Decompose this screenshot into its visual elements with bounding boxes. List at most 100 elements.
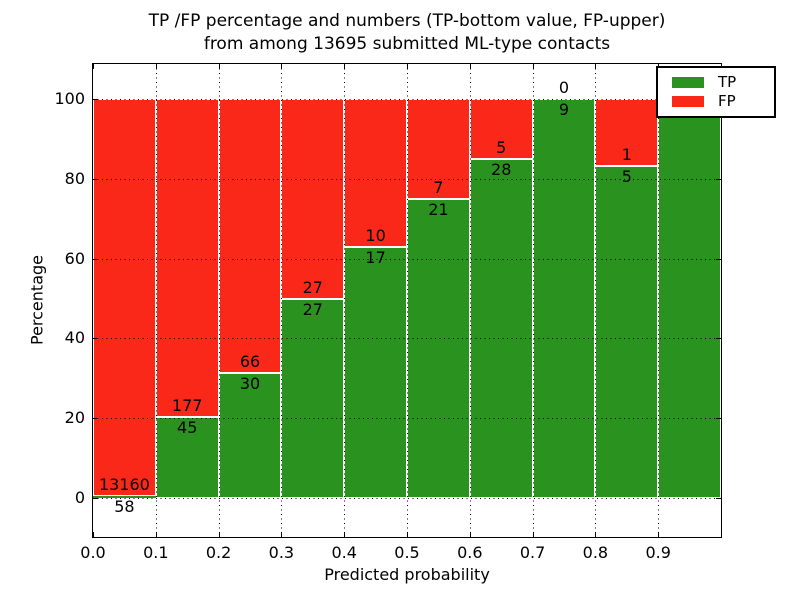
x-gridline bbox=[595, 64, 597, 537]
x-gridline bbox=[658, 64, 660, 537]
tp-count-label: 27 bbox=[302, 299, 323, 319]
fp-count-label: 1 bbox=[621, 144, 632, 164]
fp-count-label: 5 bbox=[496, 138, 507, 158]
y-tick-mark-left bbox=[93, 99, 98, 100]
x-tick-label: 0.1 bbox=[143, 543, 169, 562]
y-axis-label: Percentage bbox=[27, 254, 47, 346]
tp-bar-segment bbox=[281, 298, 345, 498]
tp-bar-segment bbox=[532, 99, 596, 498]
x-tick-mark-bottom bbox=[595, 532, 597, 537]
fp-count-label: 13160 bbox=[98, 475, 150, 495]
x-axis-label: Predicted probability bbox=[324, 565, 490, 584]
y-tick-mark-left bbox=[93, 258, 98, 260]
x-tick-mark-top bbox=[155, 64, 157, 69]
fp-bar-segment bbox=[218, 99, 282, 374]
legend-item-tp: TP bbox=[672, 73, 774, 92]
tp-count-label: 58 bbox=[114, 497, 135, 517]
tp-count-label: 9 bbox=[558, 100, 570, 119]
y-tick-label: 100 bbox=[54, 89, 85, 108]
tp-count-label: 30 bbox=[239, 374, 261, 394]
y-tick-mark-left bbox=[93, 338, 98, 340]
tp-color-swatch bbox=[672, 77, 704, 88]
y-tick-mark-right bbox=[716, 498, 721, 499]
x-gridline bbox=[155, 64, 157, 537]
tp-count-label: 45 bbox=[177, 418, 198, 438]
x-gridline bbox=[281, 64, 283, 537]
x-gridline bbox=[469, 64, 471, 537]
x-tick-mark-top bbox=[469, 64, 471, 69]
fp-count-label: 177 bbox=[171, 396, 203, 416]
legend: TP FP bbox=[656, 66, 776, 118]
tp-bar-segment bbox=[595, 165, 659, 498]
y-tick-mark-right bbox=[716, 178, 721, 180]
fp-count-label: 66 bbox=[239, 352, 261, 372]
x-tick-mark-bottom bbox=[155, 532, 157, 537]
x-tick-mark-top bbox=[532, 64, 534, 69]
y-tick-label: 0 bbox=[74, 488, 85, 507]
y-tick-mark-left bbox=[93, 498, 98, 499]
tp-bar-segment bbox=[93, 496, 156, 498]
x-tick-label: 0.8 bbox=[582, 543, 609, 562]
chart-title: TP /FP percentage and numbers (TP-bottom… bbox=[92, 10, 722, 56]
x-tick-mark-top bbox=[93, 64, 94, 69]
fp-bar-segment bbox=[344, 99, 407, 247]
x-tick-mark-bottom bbox=[218, 532, 220, 537]
x-tick-mark-bottom bbox=[658, 532, 660, 537]
x-gridline bbox=[218, 64, 220, 537]
y-tick-label: 80 bbox=[64, 168, 85, 188]
tp-count-label: 28 bbox=[491, 160, 512, 180]
x-tick-mark-top bbox=[407, 64, 408, 69]
chart-title-line2: from among 13695 submitted ML-type conta… bbox=[203, 34, 611, 54]
x-tick-mark-top bbox=[344, 64, 346, 69]
x-tick-label: 0.9 bbox=[645, 543, 671, 562]
tp-bar-segment bbox=[407, 198, 470, 498]
tp-count-label: 21 bbox=[428, 199, 449, 219]
y-tick-mark-right bbox=[716, 258, 721, 260]
tp-count-label: 17 bbox=[365, 247, 386, 267]
x-tick-mark-bottom bbox=[93, 532, 94, 537]
fp-count-label: 0 bbox=[558, 78, 570, 97]
chart-title-line1: TP /FP percentage and numbers (TP-bottom… bbox=[148, 11, 666, 31]
x-tick-label: 0.3 bbox=[268, 543, 295, 562]
tp-bar-segment bbox=[658, 99, 721, 498]
x-tick-mark-top bbox=[595, 64, 597, 69]
tp-count-label: 5 bbox=[621, 166, 632, 186]
fp-count-label: 7 bbox=[433, 177, 444, 197]
tp-bar-segment bbox=[469, 159, 533, 498]
x-gridline bbox=[532, 64, 534, 537]
x-tick-mark-top bbox=[218, 64, 220, 69]
fp-color-swatch bbox=[672, 96, 704, 107]
x-gridline bbox=[407, 64, 408, 537]
y-tick-label: 20 bbox=[64, 408, 85, 428]
x-tick-label: 0.5 bbox=[394, 543, 420, 562]
fp-bar-segment bbox=[155, 99, 219, 418]
plot-area: 1316058177456630272710177215280915020204… bbox=[54, 63, 722, 562]
x-gridline bbox=[344, 64, 346, 537]
y-tick-mark-left bbox=[93, 178, 98, 180]
legend-label: FP bbox=[718, 92, 736, 110]
x-tick-label: 0.0 bbox=[80, 543, 106, 562]
tp-bar-segment bbox=[344, 246, 407, 498]
y-tick-mark-right bbox=[716, 338, 721, 340]
fp-count-label: 27 bbox=[302, 277, 323, 297]
x-tick-label: 0.7 bbox=[519, 543, 546, 562]
legend-label: TP bbox=[718, 73, 737, 91]
y-tick-mark-right bbox=[716, 418, 721, 420]
x-tick-label: 0.2 bbox=[205, 543, 232, 562]
fp-bar-segment bbox=[93, 99, 156, 497]
legend-item-fp: FP bbox=[672, 92, 774, 111]
x-tick-mark-bottom bbox=[532, 532, 534, 537]
x-tick-mark-bottom bbox=[281, 532, 283, 537]
x-tick-label: 0.6 bbox=[457, 543, 483, 562]
x-tick-mark-bottom bbox=[407, 532, 408, 537]
x-tick-mark-bottom bbox=[344, 532, 346, 537]
y-tick-label: 40 bbox=[64, 328, 85, 348]
tp-bar-segment bbox=[218, 373, 282, 498]
fp-count-label: 10 bbox=[365, 225, 386, 245]
y-tick-mark-left bbox=[93, 418, 98, 420]
x-tick-mark-bottom bbox=[469, 532, 471, 537]
x-tick-mark-top bbox=[281, 64, 283, 69]
x-tick-label: 0.4 bbox=[331, 543, 357, 562]
fp-bar-segment bbox=[281, 99, 345, 299]
